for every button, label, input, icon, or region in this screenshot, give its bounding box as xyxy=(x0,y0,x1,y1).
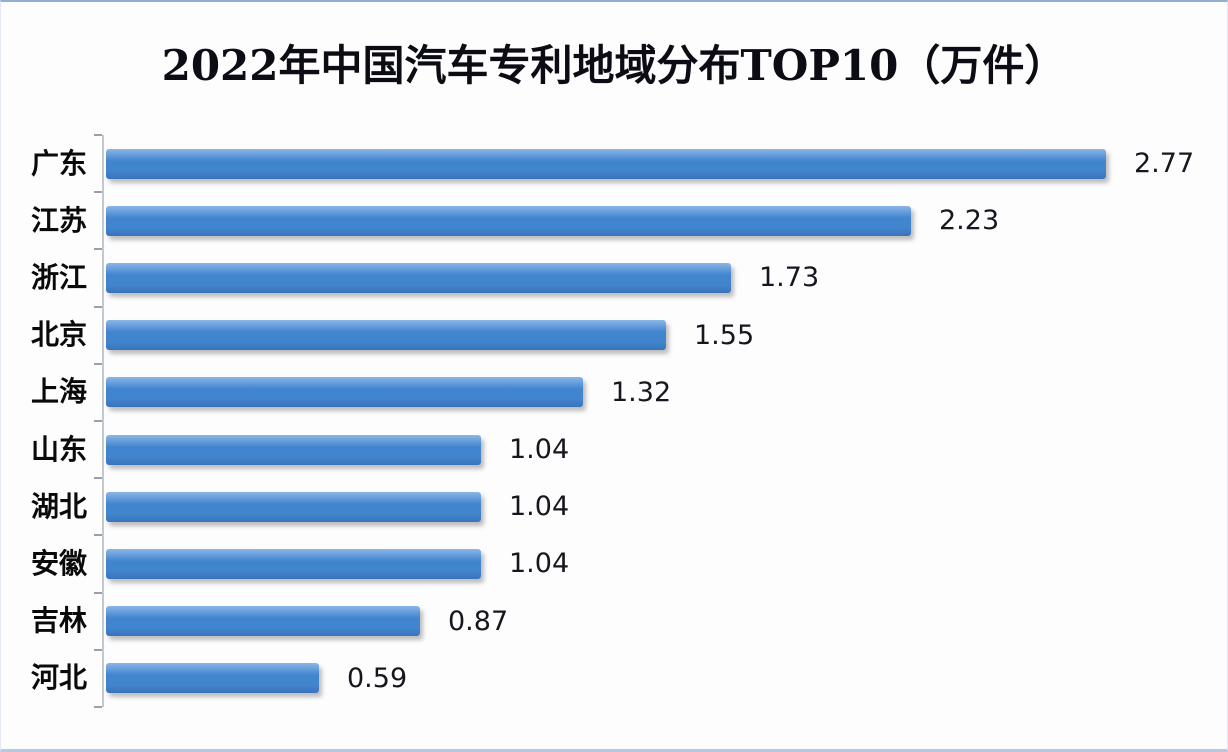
value-label: 1.04 xyxy=(509,434,570,466)
bar-track: 1.04 xyxy=(94,477,1227,536)
bar-track: 1.04 xyxy=(94,419,1227,479)
bar xyxy=(106,548,481,579)
category-label: 北京 xyxy=(30,318,87,352)
bar-chart: 广东 2.77 江苏 2.23 浙江 1.73 北京 1.55 xyxy=(1,133,1227,708)
bar-track: 1.04 xyxy=(94,534,1227,593)
bar-row: 吉林 0.87 xyxy=(1,591,1227,650)
bar xyxy=(106,434,481,465)
bar xyxy=(106,205,911,236)
category-label: 广东 xyxy=(30,146,87,180)
bar xyxy=(106,320,666,351)
value-label: 1.04 xyxy=(509,548,570,580)
category-label: 湖北 xyxy=(30,489,87,523)
value-label: 0.59 xyxy=(347,662,408,694)
bar-track: 2.23 xyxy=(94,191,1227,250)
bar xyxy=(106,606,420,637)
bar-track: 0.59 xyxy=(94,648,1227,707)
category-label: 江苏 xyxy=(30,203,87,237)
bar xyxy=(106,377,583,408)
bar-row: 湖北 1.04 xyxy=(1,477,1227,536)
bar-row: 广东 2.77 xyxy=(1,133,1227,193)
bar-track: 1.32 xyxy=(94,362,1227,421)
bar-row: 上海 1.32 xyxy=(1,362,1227,421)
bar xyxy=(106,491,481,522)
bar xyxy=(106,148,1106,179)
category-label: 上海 xyxy=(30,375,87,409)
category-label: 山东 xyxy=(30,432,87,466)
value-label: 1.04 xyxy=(509,491,570,523)
value-label: 0.87 xyxy=(448,605,509,637)
bar-track: 1.55 xyxy=(94,305,1227,364)
bar-row: 河北 0.59 xyxy=(1,648,1227,707)
axis-bottom-tick xyxy=(94,706,102,708)
value-label: 1.55 xyxy=(694,319,755,351)
category-label: 浙江 xyxy=(30,260,87,294)
bar-track: 1.73 xyxy=(94,248,1227,307)
value-label: 1.73 xyxy=(759,262,820,294)
bar-row: 北京 1.55 xyxy=(1,305,1227,364)
value-label: 2.77 xyxy=(1134,148,1195,180)
category-label: 吉林 xyxy=(30,604,87,638)
chart-title: 2022年中国汽车专利地域分布TOP10（万件） xyxy=(161,41,1067,90)
value-label: 2.23 xyxy=(939,205,1000,237)
bar xyxy=(106,262,731,293)
bar-row: 江苏 2.23 xyxy=(1,191,1227,250)
category-label: 安徽 xyxy=(30,546,87,580)
bar-track: 2.77 xyxy=(94,133,1227,193)
bar-row: 安徽 1.04 xyxy=(1,534,1227,593)
bar xyxy=(106,663,319,694)
bar-row: 山东 1.04 xyxy=(1,419,1227,479)
bar-track: 0.87 xyxy=(94,591,1227,650)
bar-row: 浙江 1.73 xyxy=(1,248,1227,307)
value-label: 1.32 xyxy=(611,376,672,408)
category-label: 河北 xyxy=(30,661,87,695)
